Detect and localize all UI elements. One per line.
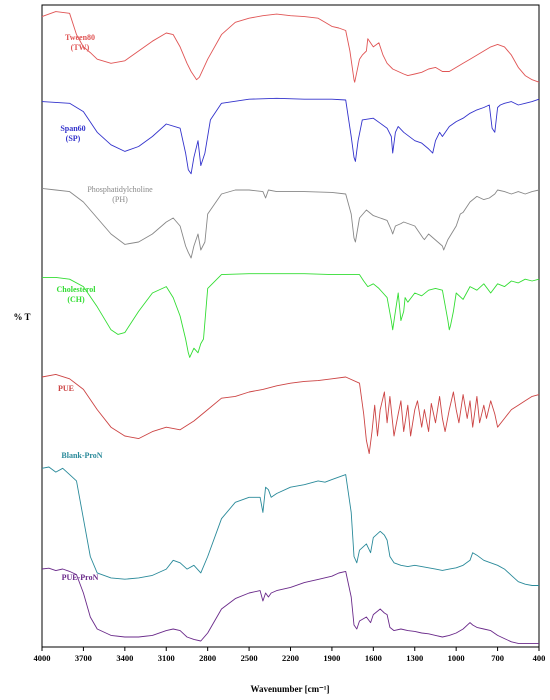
x-tick-label: 4000: [34, 653, 51, 663]
series-label-2-line-0: Phosphatidylcholine: [87, 185, 153, 194]
x-tick-label: 3700: [75, 653, 92, 663]
series-label-3-line-1: (CH): [67, 295, 85, 304]
x-tick-label: 3400: [116, 653, 133, 663]
x-tick-label: 400: [533, 653, 546, 663]
x-tick-label: 2500: [241, 653, 258, 663]
series-label-0-line-1: (TW): [71, 43, 90, 52]
series-line-5: [41, 466, 539, 586]
x-tick-label: 2800: [199, 653, 216, 663]
x-axis-label: Wavenumber [cm⁻¹]: [250, 684, 329, 694]
series-label-1-line-0: Span60: [60, 124, 85, 133]
plot-frame: [41, 4, 540, 648]
x-tick-label: 700: [491, 653, 504, 663]
x-axis-ticks: 4000 3700 3400 3100 2800 2500 2200 1900 1600 1300…: [34, 647, 546, 663]
series-labels: Tween80(TW) Span60(SP) Phosphatidylcholine…: [57, 33, 154, 582]
x-tick-label: 1300: [406, 653, 423, 663]
x-tick-label: 1000: [448, 653, 465, 663]
series-label-2-line-1: (PH): [112, 195, 128, 204]
series-line-0: [41, 11, 540, 83]
series-line-2: [41, 187, 540, 259]
series-line-3: [42, 273, 540, 358]
x-tick-label: 2200: [282, 653, 299, 663]
x-tick-label: 1600: [365, 653, 382, 663]
y-axis-label: % T: [13, 312, 30, 322]
series-label-0-line-0: Tween80: [65, 33, 95, 42]
series-label-4-line-0: PUE: [58, 384, 74, 393]
series-line-6: [41, 567, 539, 644]
x-tick-label: 3100: [158, 653, 175, 663]
x-tick-label: 1900: [323, 653, 340, 663]
spectra-traces: [41, 11, 540, 644]
series-label-3-line-0: Cholesterol: [57, 285, 97, 294]
series-label-1-line-1: (SP): [66, 134, 81, 143]
series-line-4: [41, 373, 540, 455]
series-label-5-line-0: Blank-ProN: [61, 451, 102, 460]
series-label-6-line-0: PUE-ProN: [62, 573, 99, 582]
series-line-1: [41, 97, 540, 175]
